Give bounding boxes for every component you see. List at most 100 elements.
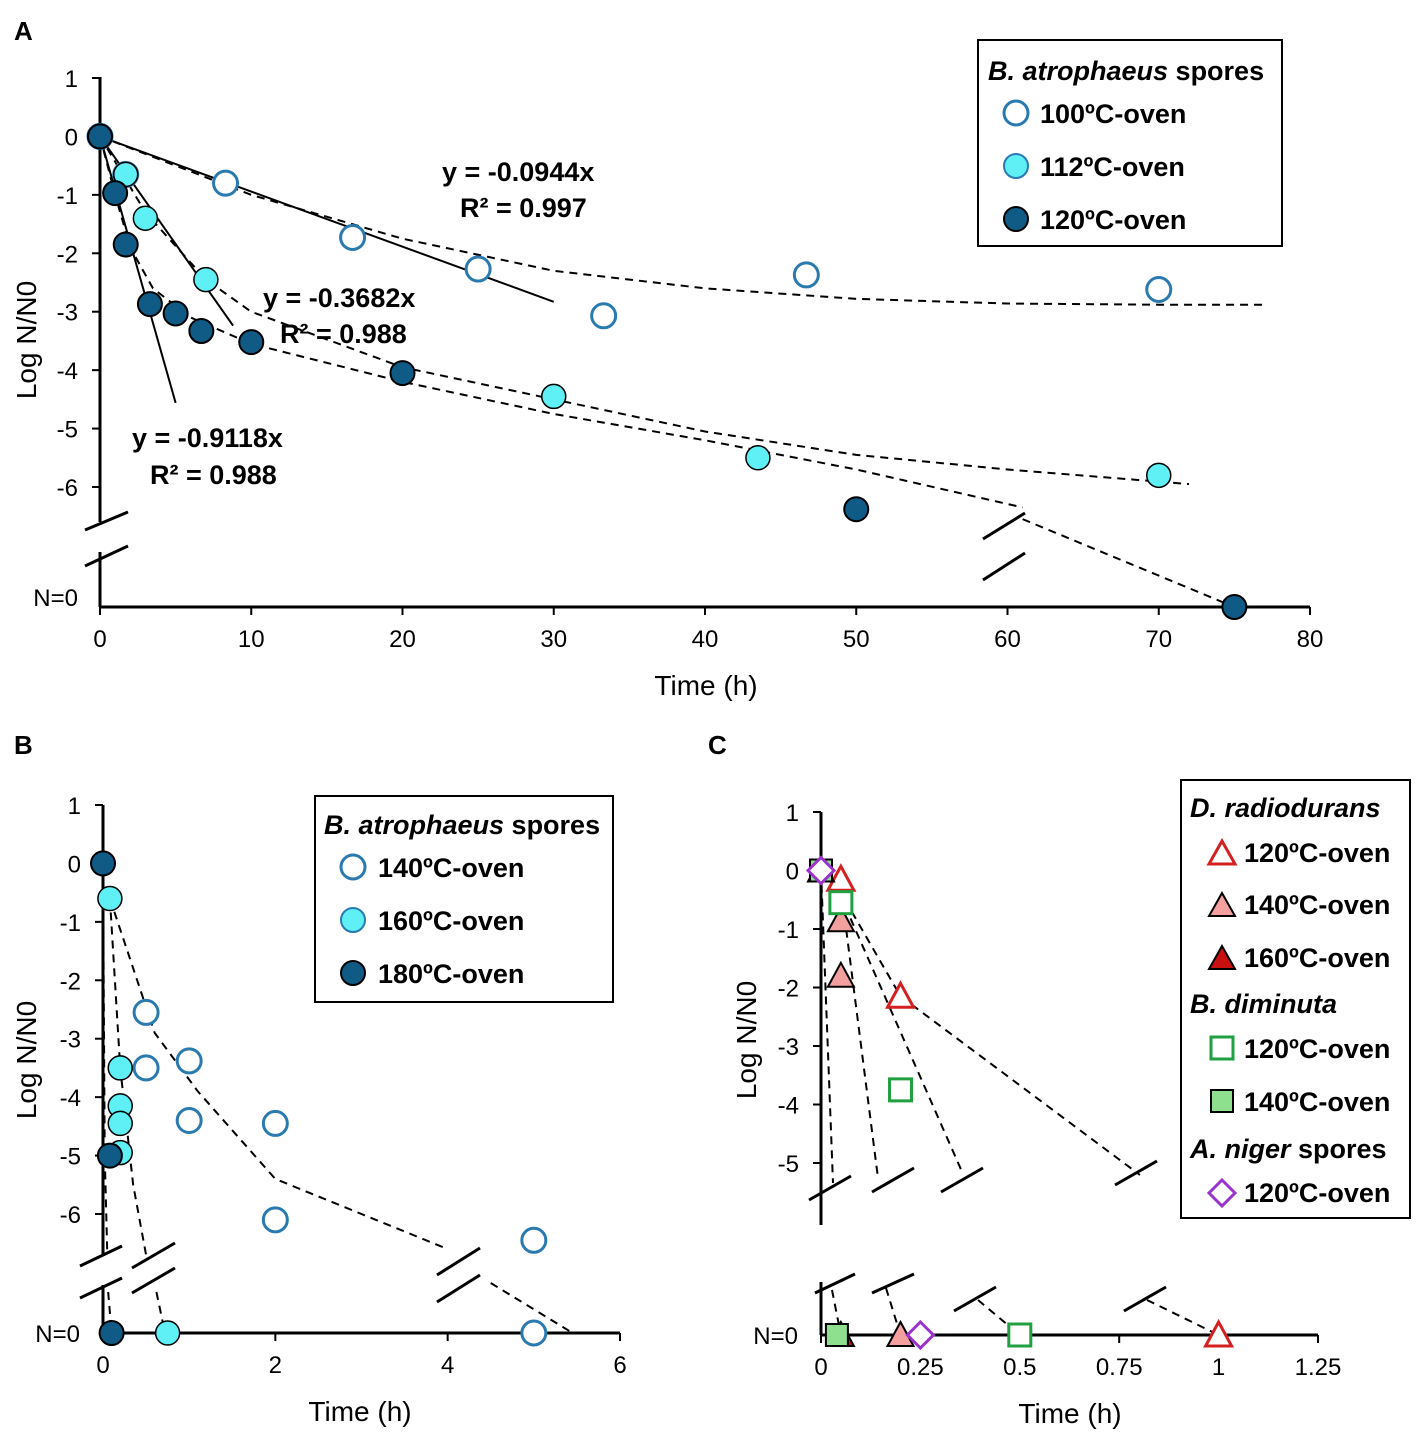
a-legend-title-italic: B. atrophaeus <box>988 56 1168 86</box>
y-tick-label: -2 <box>60 968 81 995</box>
y-tick-label: 1 <box>786 800 799 827</box>
x-tick-label: 10 <box>238 626 265 653</box>
trend-140c <box>108 898 449 1250</box>
c-legend-marker-6 <box>1206 1177 1238 1209</box>
a-legend-title: B. atrophaeus spores <box>988 56 1264 86</box>
y-tick-label: -2 <box>778 976 799 1003</box>
point-120-c-oven <box>188 317 215 344</box>
x-tick-label: 1.25 <box>1295 1354 1342 1381</box>
c-legend-marker-2 <box>1207 890 1237 917</box>
trend-112c <box>99 135 1190 486</box>
point-b-diminuta-120-c-oven <box>828 890 854 916</box>
point-d-radiodurans-140-c-oven <box>826 905 856 933</box>
a-legend-marker-3 <box>1003 206 1029 232</box>
x-tick-label: 2 <box>269 1352 282 1379</box>
a-legend-marker-2 <box>1003 153 1029 179</box>
c-legend-group-2-italic: B. diminuta <box>1190 989 1337 1019</box>
a-axis-break-1 <box>84 510 129 532</box>
point-160-c-oven <box>107 1055 133 1081</box>
point-b-diminuta-120-c-oven <box>888 1077 914 1103</box>
point-120-c-oven <box>162 300 189 327</box>
y-tick-label: 0 <box>68 851 81 878</box>
point-120-c-oven <box>102 180 129 207</box>
b-legend: B. atrophaeus spores 140ºC-oven 160ºC-ov… <box>314 795 614 1003</box>
a-legend-item-2: 112ºC-oven <box>1040 152 1185 182</box>
b-x-axis-title: Time (h) <box>308 1396 411 1427</box>
a-r2-1: R² = 0.997 <box>460 193 587 223</box>
a-eq-2: y = -0.3682x <box>263 283 415 313</box>
point-180-c-oven <box>90 850 116 877</box>
x-tick-label: 80 <box>1297 626 1324 653</box>
c-break-mark-3 <box>940 1166 984 1194</box>
trend-c-tail-4 <box>1146 1299 1220 1336</box>
b-legend-marker-1 <box>339 853 367 881</box>
y-tick-label: -3 <box>57 300 78 327</box>
y-tick-label: 0 <box>786 859 799 886</box>
c-legend-marker-1 <box>1206 837 1238 866</box>
y-tick-label: -3 <box>778 1034 799 1061</box>
b-legend-item-3: 180ºC-oven <box>378 959 524 989</box>
x-tick-label: 4 <box>441 1352 454 1379</box>
b-y-axis-title: Log N/N0 <box>11 1001 42 1119</box>
x-tick-label: 20 <box>389 626 416 653</box>
a-line-break-1 <box>982 511 1026 541</box>
point-180-c-oven <box>96 1142 123 1169</box>
a-legend-marker-1 <box>1002 99 1030 127</box>
x-tick-label: 0.5 <box>1003 1354 1036 1381</box>
c-legend: D. radiodurans 120ºC-oven 140ºC-oven 160… <box>1180 779 1411 1219</box>
a-y-axis-title: Log N/N0 <box>11 281 42 399</box>
trend-c-tail-1 <box>831 1289 842 1336</box>
b-legend-marker-3 <box>340 960 366 986</box>
y-tick-label: -6 <box>57 475 78 502</box>
a-eq-1: y = -0.0944x <box>442 157 594 187</box>
point-120-c-oven <box>112 231 139 258</box>
point-100-c-oven <box>590 302 618 330</box>
point-100-c-oven <box>1145 276 1173 304</box>
trend-120c-tail <box>1022 518 1235 608</box>
point-140-c-oven <box>132 1054 160 1082</box>
b-legend-title: B. atrophaeus spores <box>324 810 600 840</box>
point-120-c-oven <box>87 123 113 150</box>
trend-c-160c <box>820 870 834 1184</box>
trend-c-120c-bdim <box>843 905 964 1175</box>
c-legend-group-3-title: A. niger spores <box>1189 1134 1387 1164</box>
point-160-c-oven <box>97 885 123 912</box>
a-axis-break-2 <box>84 544 129 568</box>
a-line-break-2 <box>982 551 1026 582</box>
point-d-radiodurans-140-c-oven <box>826 960 856 988</box>
point-140-c-oven <box>520 1226 548 1254</box>
c-break-mark-5 <box>814 1272 856 1295</box>
trend-140c-tail <box>490 1282 574 1334</box>
panel-label-c: C <box>708 730 727 760</box>
c-y-axis-title: Log N/N0 <box>731 981 762 1099</box>
point-a-niger-spores-120-c-oven <box>905 1319 936 1351</box>
y-tick-label: -4 <box>778 1093 799 1120</box>
a-legend-item-3: 120ºC-oven <box>1040 205 1186 235</box>
c-axis-breaks <box>808 1159 1167 1313</box>
b-line-break-4 <box>436 1273 481 1304</box>
x-tick-label: 0.75 <box>1096 1354 1143 1381</box>
b-axis-break-2 <box>79 1276 123 1300</box>
c-legend-marker-5 <box>1210 1089 1234 1113</box>
y-tick-label: -5 <box>778 1151 799 1178</box>
b-zero-label: N=0 <box>35 1321 80 1348</box>
x-tick-label: 70 <box>1145 626 1172 653</box>
y-tick-label: -1 <box>60 910 81 937</box>
x-tick-label: 30 <box>540 626 567 653</box>
point-112-c-oven <box>541 383 567 410</box>
a-zero-label: N=0 <box>33 585 78 612</box>
c-break-mark-1 <box>808 1174 852 1202</box>
panel-label-a: A <box>14 16 33 46</box>
x-tick-label: 60 <box>994 626 1021 653</box>
c-legend-group-3-italic: A. niger <box>1189 1134 1292 1164</box>
x-tick-label: 0 <box>814 1354 827 1381</box>
point-140-c-oven <box>261 1109 289 1137</box>
point-100-c-oven <box>792 261 820 289</box>
trend-100c <box>99 135 1265 306</box>
y-tick-label: -4 <box>57 358 78 385</box>
a-legend-title-rest: spores <box>1168 56 1264 86</box>
x-tick-label: 0 <box>96 1352 109 1379</box>
y-tick-label: -3 <box>60 1027 81 1054</box>
